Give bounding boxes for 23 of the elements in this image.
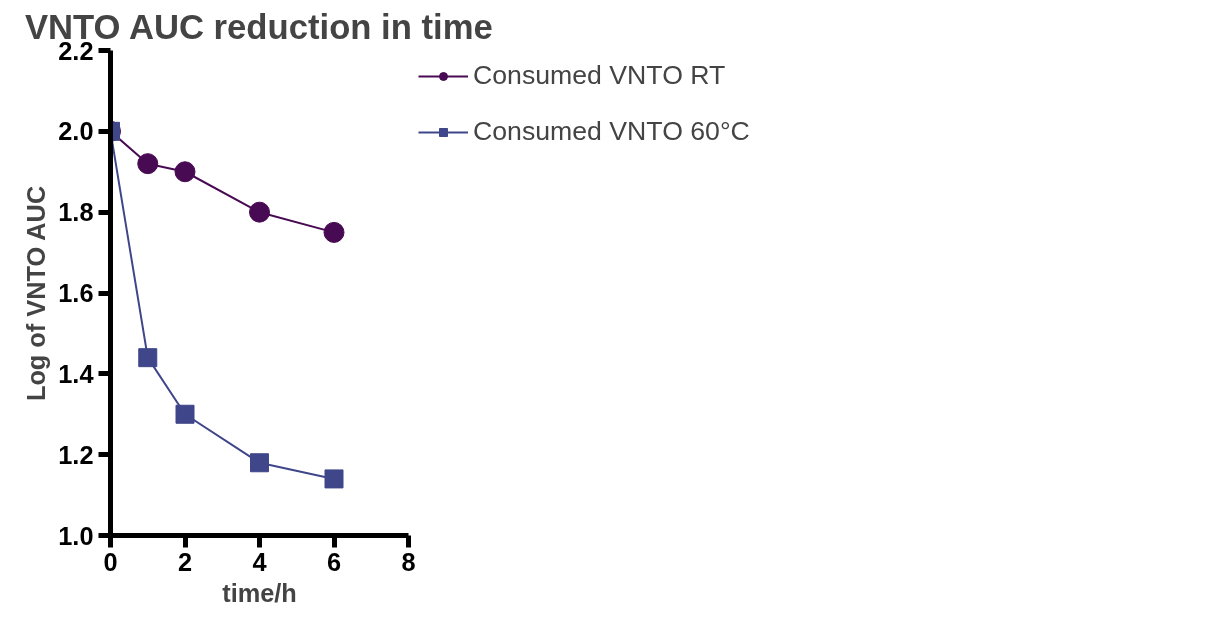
point [175, 404, 195, 424]
point [324, 469, 344, 489]
point [249, 201, 270, 223]
x-axis-title: time/h [222, 578, 297, 607]
point [138, 348, 158, 368]
x-tick-label: 6 [326, 547, 342, 576]
legend-label: Consumed VNTO RT [473, 60, 726, 91]
legend-label: Consumed VNTO 60°C [473, 116, 750, 147]
point [250, 453, 269, 473]
y-tick-label: 1.8 [58, 198, 94, 227]
x-tick-label: 2 [177, 547, 193, 576]
point [137, 153, 159, 175]
point [174, 161, 196, 183]
x-tick-label: 0 [103, 547, 118, 576]
y-axis-title: Log of VNTO AUC [22, 185, 51, 402]
x-tick-label: 8 [401, 547, 416, 576]
y-tick-label: 1.0 [58, 521, 94, 550]
y-tick-label: 1.4 [58, 359, 94, 388]
x-tick-label: 4 [252, 547, 267, 576]
y-tick-label: 2.0 [58, 117, 94, 146]
y-tick-label: 1.2 [58, 440, 94, 469]
y-tick-label: 1.6 [58, 279, 94, 307]
point [323, 221, 345, 243]
